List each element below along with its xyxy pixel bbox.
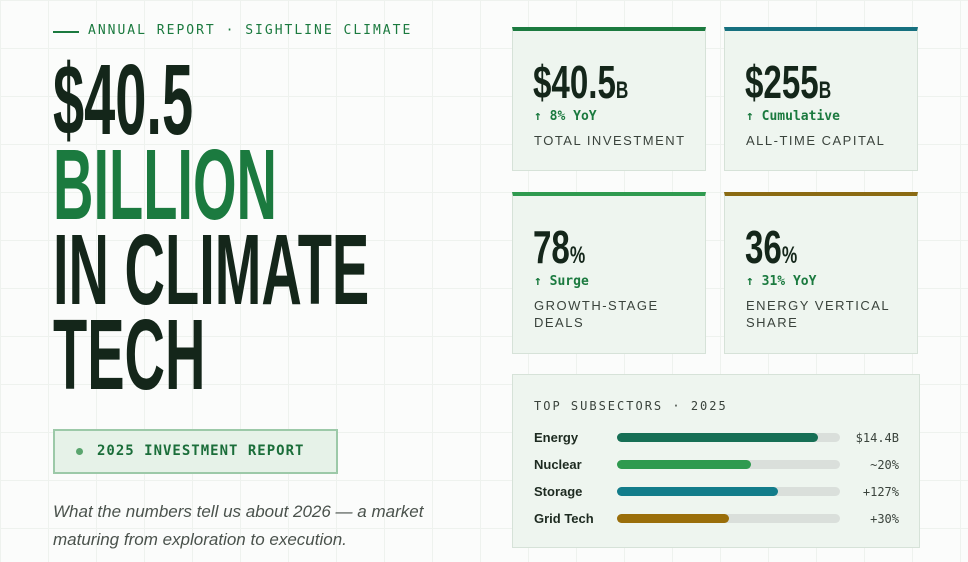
stat-unit: % [781, 242, 798, 269]
stat-value: 36% [745, 220, 797, 274]
stat-label: GROWTH-STAGE DEALS [534, 298, 659, 330]
headline-line: $40.5 [53, 44, 618, 156]
headline: $40.5 BILLION IN CLIMATE TECH [53, 44, 618, 411]
headline-line: BILLION [53, 129, 618, 241]
headline-text: IN CLIMATE [53, 214, 370, 326]
subsector-value: ~20% [870, 458, 899, 472]
badge-text: 2025 INVESTMENT REPORT [97, 443, 305, 459]
bar-fill [617, 514, 729, 523]
subsector-row: Grid Tech +30% [513, 511, 919, 531]
stat-card: 78% ↑ Surge GROWTH-STAGE DEALS [512, 192, 706, 354]
bar-track [617, 514, 840, 523]
stat-value: 78% [533, 220, 585, 274]
headline-text: TECH [53, 299, 206, 411]
intro: What the numbers tell us about 2026 — a … [53, 502, 424, 549]
stat-label: TOTAL INVESTMENT [534, 133, 686, 148]
subsector-row: Energy $14.4B [513, 430, 919, 450]
stat-change: ↑ 31% YoY [746, 274, 817, 289]
headline-line: TECH [53, 299, 618, 411]
headline-text: $40.5 [53, 44, 194, 156]
stat-unit: B [615, 77, 629, 104]
bar-track [617, 487, 840, 496]
headline-text: BILLION [53, 129, 277, 241]
subsectors-title: TOP SUBSECTORS · 2025 [534, 399, 728, 413]
stat-number: 36 [745, 221, 782, 273]
stat-number: $255 [745, 56, 819, 108]
subsector-row: Storage +127% [513, 484, 919, 504]
badge: 2025 INVESTMENT REPORT [53, 429, 338, 474]
badge-dot [76, 448, 83, 455]
subsector-name: Energy [534, 430, 579, 445]
subsector-value: $14.4B [855, 431, 899, 445]
bar-fill [617, 487, 778, 496]
stat-unit: % [569, 242, 586, 269]
stat-card: $40.5B ↑ 8% YoY TOTAL INVESTMENT [512, 27, 706, 171]
subsector-value: +30% [870, 512, 899, 526]
stat-label: ENERGY VERTICAL SHARE [746, 298, 890, 330]
eyebrow: ANNUAL REPORT · SIGHTLINE CLIMATE [88, 23, 413, 38]
stat-value: $255B [745, 55, 831, 109]
stat-change: ↑ Surge [534, 274, 589, 289]
stat-unit: B [818, 77, 832, 104]
eyebrow-rule [53, 31, 79, 33]
bar-fill [617, 433, 818, 442]
stat-value: $40.5B [533, 55, 628, 109]
subsector-name: Storage [534, 484, 583, 499]
stat-change: ↑ Cumulative [746, 109, 840, 124]
stat-change: ↑ 8% YoY [534, 109, 597, 124]
stat-number: $40.5 [533, 56, 616, 108]
bar-fill [617, 460, 751, 469]
stat-number: 78 [533, 221, 570, 273]
bar-track [617, 433, 840, 442]
subsector-name: Nuclear [534, 457, 582, 472]
headline-line: IN CLIMATE [53, 214, 618, 326]
stat-card: $255B ↑ Cumulative ALL-TIME CAPITAL [724, 27, 918, 171]
subsector-name: Grid Tech [534, 511, 594, 526]
bar-track [617, 460, 840, 469]
stat-card: 36% ↑ 31% YoY ENERGY VERTICAL SHARE [724, 192, 918, 354]
stat-label: ALL-TIME CAPITAL [746, 133, 886, 148]
subsector-row: Nuclear ~20% [513, 457, 919, 477]
subsector-value: +127% [862, 485, 899, 499]
subsectors-panel: TOP SUBSECTORS · 2025 Energy $14.4B Nuclea… [512, 374, 920, 548]
